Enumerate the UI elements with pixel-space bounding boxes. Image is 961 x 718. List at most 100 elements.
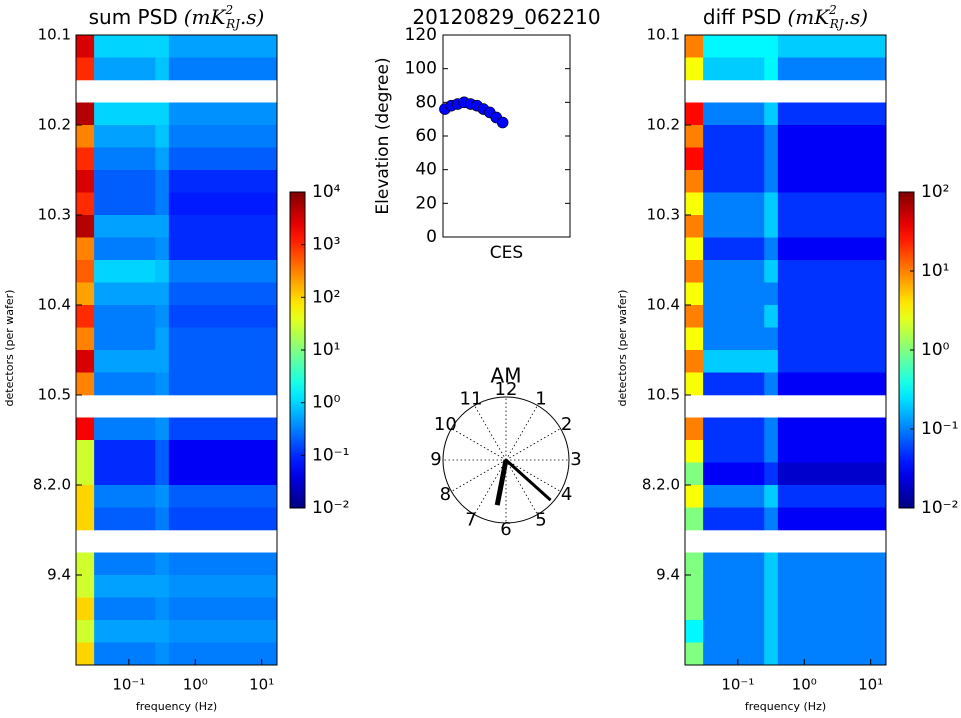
heatmap-cell [685,507,704,531]
heatmap-cell [168,35,278,58]
heatmap-cell [685,575,704,598]
heatmap-cell [94,597,156,621]
heatmap-cell [76,642,95,666]
hour-label: 7 [465,510,476,531]
heatmap-cell [94,215,156,238]
colorbar-tick-label: 10⁻² [312,498,349,518]
y-tick-label: 10.1 [38,26,71,44]
heatmap-cell [764,417,779,441]
heatmap-cell [703,260,765,283]
heatmap-cell [168,327,278,351]
heatmap-cell [685,620,704,643]
heatmap-cell [764,440,779,463]
heatmap-cell [685,327,704,351]
x-tick-label: 10¹ [858,676,883,694]
heatmap-cell [76,552,95,576]
heatmap-cell [703,597,765,621]
clock-radial [505,405,538,461]
heatmap-cell [76,125,95,148]
heatmap-cell [155,260,170,283]
heatmap-cell [703,350,765,373]
x-axis-label: frequency (Hz) [745,700,826,713]
heatmap-cell [76,305,95,328]
heatmap-cell [777,372,887,396]
heatmap-cell [764,170,779,193]
x-tick-label: 10⁰ [792,676,817,694]
heatmap-cell [764,102,779,126]
heatmap-cell [168,282,278,306]
heatmap-cell [703,102,765,126]
heatmap-cell [777,125,887,148]
heatmap-cell [168,260,278,283]
heatmap-cell [777,102,887,126]
title-unit: (mK [184,5,227,29]
heatmap-cell [94,170,156,193]
heatmap-cell [168,642,278,666]
heatmap-cell [168,192,278,216]
colorbar-tick-label: 10² [312,287,340,307]
heatmap-cell [685,440,704,463]
heatmap-cell [76,192,95,216]
heatmap-cell [703,215,765,238]
heatmap-cell [685,57,704,81]
heatmap-cell [685,462,704,486]
heatmap-cell [764,642,779,666]
heatmap-cell [94,507,156,531]
clock-radial [474,459,507,515]
title-unit-rest: .s) [844,5,868,29]
heatmap-cell [94,575,156,598]
heatmap-cell [685,125,704,148]
x-tick-label: 10¹ [249,676,274,694]
y-tick-label: 20 [415,193,437,213]
heatmap-cell [94,642,156,666]
heatmap-cell [76,170,95,193]
heatmap-cell [777,485,887,508]
title-text: sum PSD [89,5,178,29]
heatmap-cell [155,350,170,373]
heatmap-cell [685,282,704,306]
heatmap-cell [703,305,765,328]
colorbar-tick-label: 10¹ [921,261,949,281]
heatmap-cell [168,372,278,396]
heatmap-cell [777,462,887,486]
y-tick-label: 10.3 [38,206,71,224]
heatmap-cell [76,350,95,373]
heatmap-cell [94,350,156,373]
heatmap-cell [764,462,779,486]
colorbar-tick-label: 10⁻¹ [312,445,349,465]
heatmap-cell [685,102,704,126]
heatmap-cell [777,417,887,441]
hour-label: 4 [561,484,572,505]
heatmap-cell [764,192,779,216]
heatmap-cell [168,507,278,531]
heatmap-cell [685,170,704,193]
heatmap-cell [764,57,779,81]
heatmap-cell [685,642,704,666]
heatmap-cell [777,237,887,261]
heatmap-cell [94,485,156,508]
heatmap-cell [703,485,765,508]
clock-radial [505,459,561,492]
heatmap-cell [94,125,156,148]
hour-label: 6 [500,519,511,540]
heatmap-cell [155,507,170,531]
heatmap-cell [76,575,95,598]
heatmap-cell [168,620,278,643]
heatmap-cell [94,417,156,441]
heatmap-cell [168,485,278,508]
heatmap-cell [168,215,278,238]
heatmap-cell [764,260,779,283]
heatmap-cell [685,192,704,216]
heatmap-cell [76,260,95,283]
heatmap-cell [94,57,156,81]
heatmap-cell [168,237,278,261]
heatmap-cell [764,282,779,306]
heatmap-cell [155,597,170,621]
hour-label: 5 [535,510,546,531]
heatmap-cell [76,620,95,643]
title-unit-sup: 2 [224,3,233,17]
heatmap-cell [155,57,170,81]
heatmap-cell [155,417,170,441]
